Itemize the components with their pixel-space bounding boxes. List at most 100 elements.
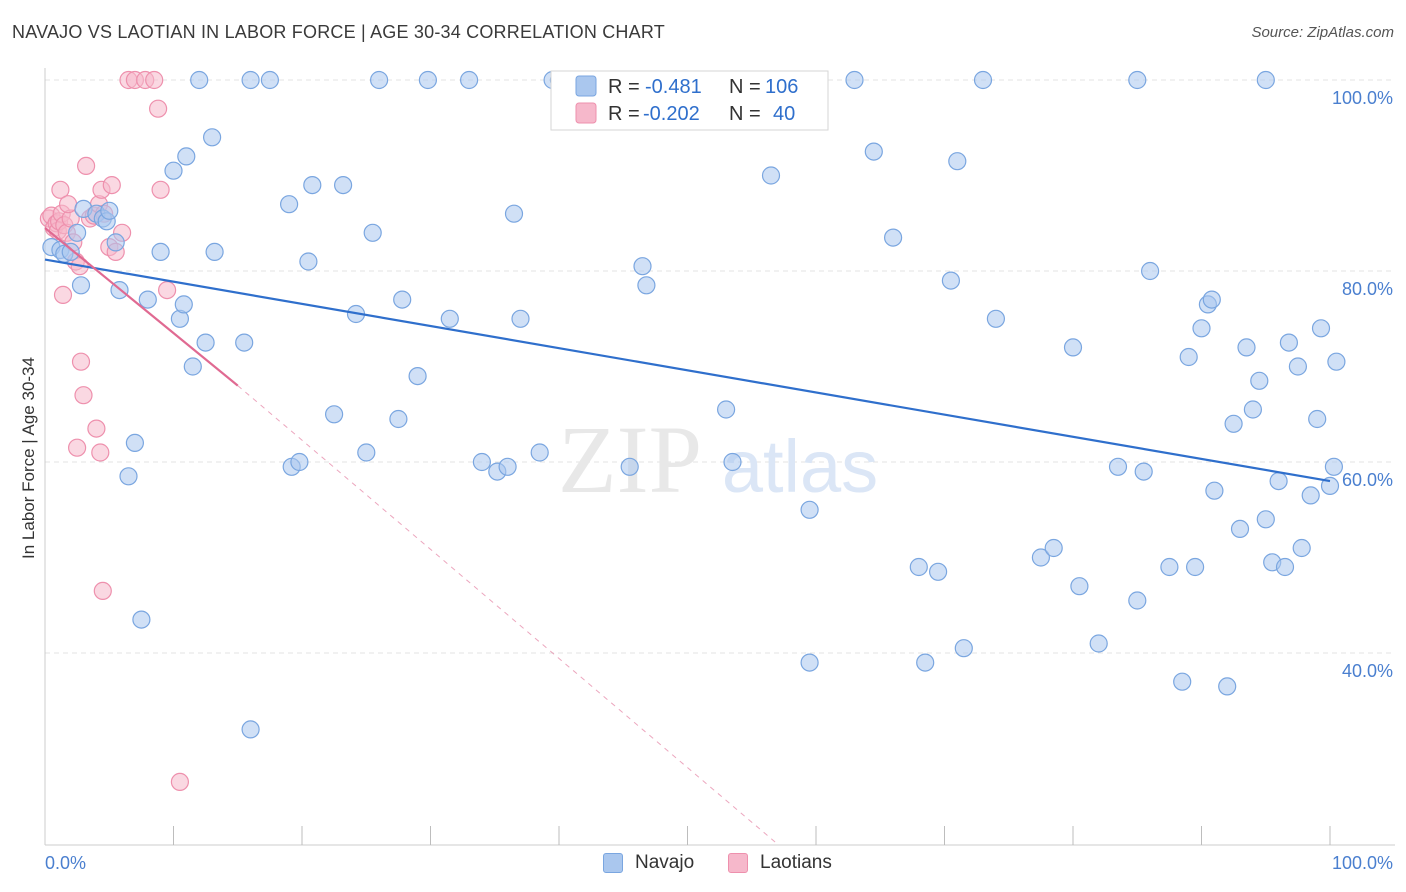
navajo-point-57 bbox=[800, 500, 819, 519]
navajo-point-20 bbox=[190, 70, 209, 90]
navajo-point-46 bbox=[511, 309, 530, 328]
navajo-point-65 bbox=[948, 152, 967, 171]
legend-label-navajo: Navajo bbox=[635, 852, 695, 873]
navajo-trend-line bbox=[44, 258, 1331, 483]
series-legend: Navajo Laotians bbox=[0, 852, 1406, 878]
laotian-point-30 bbox=[158, 281, 177, 300]
laotian-point-38 bbox=[93, 581, 112, 601]
navajo-point-78 bbox=[1173, 672, 1192, 691]
navajo-point-98 bbox=[1308, 409, 1327, 429]
navajo-point-97 bbox=[1301, 486, 1320, 505]
navajo-point-89 bbox=[1250, 371, 1269, 390]
legend-navajo-r-label: R = bbox=[608, 76, 640, 98]
navajo-point-101 bbox=[1324, 457, 1344, 476]
x-tick-labels: 0.0% 100.0% bbox=[45, 853, 1393, 873]
navajo-point-115 bbox=[1256, 70, 1275, 90]
laotian-point-36 bbox=[87, 419, 106, 438]
navajo-point-90 bbox=[1256, 510, 1275, 529]
navajo-point-13 bbox=[138, 290, 157, 309]
x-tick-label-0: 0.0% bbox=[45, 853, 86, 873]
laotian-point-39 bbox=[170, 772, 189, 792]
navajo-point-11 bbox=[71, 276, 91, 295]
navajo-point-83 bbox=[1202, 290, 1221, 309]
navajo-point-75 bbox=[1134, 462, 1153, 481]
navajo-point-22 bbox=[203, 128, 222, 147]
navajo-point-62 bbox=[916, 653, 935, 672]
navajo-point-61 bbox=[909, 557, 928, 577]
legend-item-laotians[interactable]: Laotians bbox=[728, 852, 832, 874]
navajo-point-10 bbox=[106, 233, 125, 252]
laotian-point-37 bbox=[91, 443, 110, 462]
navajo-point-39 bbox=[408, 367, 427, 386]
laotian-point-33 bbox=[67, 438, 87, 457]
navajo-point-79 bbox=[1179, 347, 1198, 367]
navajo-point-36 bbox=[363, 223, 382, 242]
navajo-point-84 bbox=[1205, 481, 1224, 500]
navajo-point-94 bbox=[1279, 333, 1299, 352]
navajo-point-100 bbox=[1320, 476, 1340, 495]
navajo-point-103 bbox=[1218, 677, 1237, 696]
navajo-swatch bbox=[603, 853, 623, 873]
navajo-point-66 bbox=[954, 639, 973, 658]
navajo-point-42 bbox=[472, 452, 491, 472]
navajo-point-52 bbox=[637, 276, 656, 295]
navajo-point-71 bbox=[1070, 577, 1089, 596]
legend-navajo-n-label: N = bbox=[729, 76, 761, 98]
chart-title: NAVAJO VS LAOTIAN IN LABOR FORCE | AGE 3… bbox=[12, 22, 665, 42]
source-label: Source: ZipAtlas.com bbox=[1251, 24, 1394, 41]
legend-laotian-n-value: 40 bbox=[773, 103, 795, 125]
navajo-point-53 bbox=[716, 400, 736, 419]
navajo-point-72 bbox=[1089, 634, 1108, 653]
y-axis-label: In Labor Force | Age 30-34 bbox=[19, 357, 38, 559]
navajo-point-114 bbox=[1128, 70, 1147, 90]
navajo-point-112 bbox=[460, 70, 479, 90]
legend-laotian-r-label: R = bbox=[608, 103, 640, 125]
navajo-point-92 bbox=[1269, 472, 1288, 491]
trend-lines bbox=[44, 227, 1331, 845]
legend-item-navajo[interactable]: Navajo bbox=[603, 852, 694, 874]
navajo-point-63 bbox=[928, 562, 948, 581]
navajo-point-17 bbox=[174, 295, 193, 314]
laotian-point-35 bbox=[74, 386, 93, 405]
navajo-point-96 bbox=[1292, 538, 1311, 558]
legend-laotian-r-value: -0.202 bbox=[643, 103, 700, 125]
navajo-point-4 bbox=[67, 223, 87, 242]
navajo-point-70 bbox=[1063, 338, 1083, 357]
navajo-point-18 bbox=[177, 147, 196, 166]
laotian-point-29 bbox=[151, 180, 170, 199]
navajo-point-54 bbox=[723, 452, 742, 472]
navajo-point-37 bbox=[389, 409, 408, 429]
legend-laotian-n-label: N = bbox=[729, 103, 761, 125]
navajo-point-24 bbox=[235, 333, 254, 352]
navajo-points bbox=[42, 70, 1346, 739]
navajo-point-58 bbox=[800, 653, 819, 672]
legend-swatch-navajo bbox=[575, 75, 597, 97]
laotian-point-15 bbox=[76, 156, 96, 175]
navajo-point-44 bbox=[498, 457, 517, 476]
navajo-point-38 bbox=[393, 290, 412, 309]
navajo-point-105 bbox=[132, 610, 151, 629]
laotian-points bbox=[39, 70, 189, 792]
laotian-trend-line bbox=[44, 227, 239, 387]
navajo-point-50 bbox=[620, 457, 639, 476]
navajo-point-93 bbox=[1275, 557, 1295, 577]
navajo-point-30 bbox=[299, 252, 318, 271]
navajo-point-88 bbox=[1243, 400, 1263, 419]
navajo-point-85 bbox=[1224, 414, 1243, 433]
y-tick-label-2: 80.0% bbox=[1342, 279, 1393, 299]
laotian-point-22 bbox=[102, 176, 121, 195]
navajo-point-106 bbox=[125, 433, 144, 452]
axes bbox=[44, 68, 1395, 846]
navajo-point-9 bbox=[100, 201, 119, 220]
navajo-point-45 bbox=[504, 204, 524, 223]
navajo-point-80 bbox=[1185, 557, 1205, 577]
navajo-point-59 bbox=[864, 142, 883, 161]
laotian-point-11 bbox=[58, 195, 78, 214]
navajo-point-60 bbox=[883, 228, 903, 247]
y-tick-label-0: 40.0% bbox=[1342, 661, 1393, 681]
navajo-point-19 bbox=[183, 357, 202, 376]
navajo-point-95 bbox=[1288, 357, 1308, 376]
navajo-point-15 bbox=[164, 161, 183, 180]
navajo-point-108 bbox=[845, 70, 864, 90]
